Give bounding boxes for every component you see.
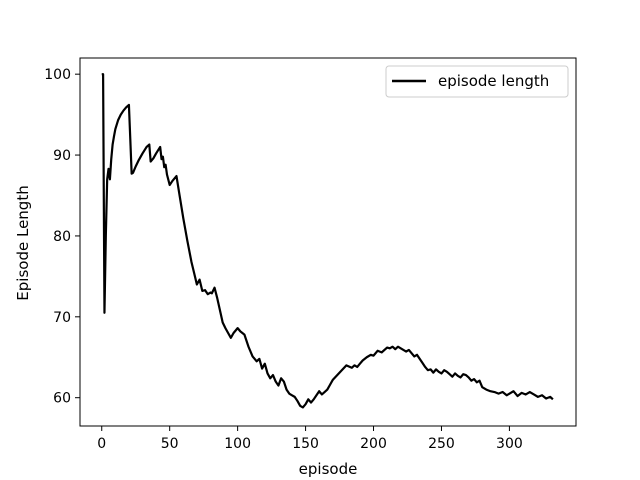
- y-tick-label: 80: [53, 229, 71, 245]
- legend-box: [385, 65, 569, 98]
- y-tick-label: 90: [53, 148, 71, 164]
- x-tick-label: 300: [496, 436, 523, 452]
- plot-frame: [79, 57, 577, 427]
- legend: episode length: [385, 65, 569, 98]
- y-tick-label: 60: [53, 391, 71, 407]
- series-layer: [101, 73, 554, 409]
- legend-entry-label: episode length: [438, 72, 549, 90]
- ticks-layer: 0 50 100 150 200 250 300 60 70 80 90 100: [44, 67, 523, 452]
- x-tick-label: 150: [292, 436, 319, 452]
- x-tick-label: 250: [428, 436, 455, 452]
- x-axis-label: episode: [299, 460, 358, 478]
- x-tick-label: 50: [161, 436, 179, 452]
- x-tick-label: 0: [97, 436, 106, 452]
- x-tick-label: 100: [224, 436, 251, 452]
- y-axis-label: Episode Length: [14, 185, 32, 300]
- plot-area: [79, 57, 577, 427]
- series-line-0: [101, 73, 554, 409]
- y-tick-label: 70: [53, 310, 71, 326]
- y-tick-label: 100: [44, 67, 71, 83]
- x-tick-label: 200: [360, 436, 387, 452]
